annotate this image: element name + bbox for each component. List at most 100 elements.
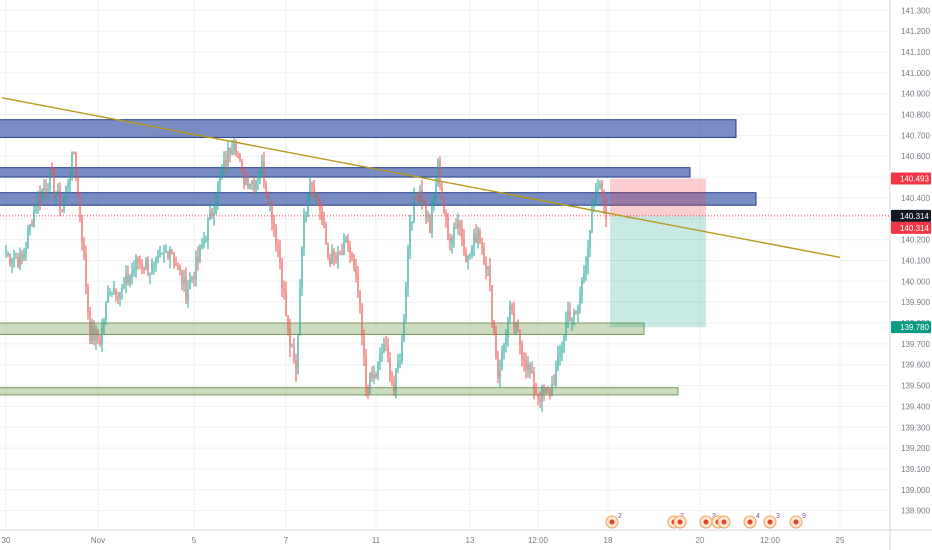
x-tick-label: 30 xyxy=(2,536,11,545)
candle-body xyxy=(205,239,207,241)
candle-body xyxy=(83,241,85,255)
candle-body xyxy=(505,338,507,345)
stop-loss-area[interactable] xyxy=(610,178,706,216)
candle-body xyxy=(447,217,449,239)
candle-body xyxy=(183,277,185,285)
candle-body xyxy=(41,190,43,202)
candle-body xyxy=(543,386,545,392)
price-axis[interactable]: 138.900 139.000 139.100 139.200 139.300 139.4… xyxy=(889,0,931,550)
candle-body xyxy=(221,169,223,177)
candle-body xyxy=(47,189,49,191)
event-count: 3 xyxy=(776,513,780,520)
candle-body xyxy=(203,240,205,245)
candle-body xyxy=(119,292,121,299)
candle-body xyxy=(301,247,303,288)
time-axis[interactable]: 30 Nov 5 7 11 13 12:00 18 20 12:00 25 xyxy=(0,529,932,545)
candle-body xyxy=(325,224,327,244)
candle-body xyxy=(261,161,263,175)
y-tick-label: 139.900 xyxy=(901,298,930,307)
candle-body xyxy=(193,277,195,279)
candle-body xyxy=(341,253,343,255)
candle-body xyxy=(521,345,523,358)
candle-body xyxy=(435,184,437,197)
candle-body xyxy=(49,168,51,190)
candle-body xyxy=(507,320,509,339)
candle-body xyxy=(77,177,79,193)
event-count: 9 xyxy=(802,513,806,520)
candle-body xyxy=(253,180,255,190)
resistance-zone[interactable] xyxy=(0,192,757,206)
candle-body xyxy=(285,292,287,317)
candle-body xyxy=(265,183,267,193)
candle-body xyxy=(595,188,597,201)
candle-body xyxy=(231,150,233,155)
candle-body xyxy=(241,160,243,171)
candle-body xyxy=(161,253,163,255)
candle-body xyxy=(189,279,191,290)
support-zone[interactable] xyxy=(0,387,679,396)
candle-body xyxy=(563,336,565,347)
resistance-zone[interactable] xyxy=(0,119,737,138)
candle-body xyxy=(291,346,293,348)
candle-body xyxy=(533,371,535,390)
candle-body xyxy=(541,386,543,402)
events[interactable]: 223439 xyxy=(605,513,806,529)
candle-body xyxy=(411,221,413,223)
candle-body xyxy=(535,389,537,394)
candle-body xyxy=(599,184,601,189)
candle-body xyxy=(501,349,503,370)
short-position-tool[interactable] xyxy=(0,178,890,328)
candle-body xyxy=(155,258,157,265)
event-dot-icon xyxy=(747,519,753,525)
candle-body xyxy=(337,252,339,260)
candle-body xyxy=(373,374,375,379)
candle-body xyxy=(477,230,479,243)
candle-body xyxy=(467,255,469,261)
candle-body xyxy=(527,364,529,370)
candle-body xyxy=(493,321,495,333)
candle-body xyxy=(201,244,203,247)
take-profit-area[interactable] xyxy=(610,215,706,328)
candle-body xyxy=(165,251,167,253)
candle-body xyxy=(583,273,585,281)
candle-body xyxy=(415,197,417,200)
candle-body xyxy=(405,286,407,319)
candle-body xyxy=(61,208,63,210)
candle-body xyxy=(117,296,119,299)
candle-body xyxy=(19,252,21,267)
candle-body xyxy=(151,264,153,273)
candle-body xyxy=(171,249,173,255)
candle-body xyxy=(137,258,139,262)
candle-body xyxy=(243,170,245,185)
candle-body xyxy=(277,244,279,250)
y-tick-label: 139.600 xyxy=(901,361,930,370)
candle-body xyxy=(23,253,25,259)
candle-body xyxy=(443,198,445,212)
resistance-zone[interactable] xyxy=(0,167,691,178)
candle-body xyxy=(133,269,135,273)
candle-body xyxy=(601,184,603,196)
candle-body xyxy=(485,262,487,270)
candle-body xyxy=(555,367,557,386)
candle-body xyxy=(559,352,561,357)
candle-body xyxy=(145,261,147,270)
candle-body xyxy=(353,259,355,268)
candle-body xyxy=(549,388,551,397)
descending-trendline[interactable] xyxy=(1,97,841,259)
candle-body xyxy=(215,202,217,213)
candle-body xyxy=(565,321,567,337)
candle-body xyxy=(503,344,505,350)
candle-body xyxy=(367,386,369,392)
y-tick-label: 141.000 xyxy=(901,69,930,78)
support-zone[interactable] xyxy=(0,322,645,335)
x-tick-label: 12:00 xyxy=(528,536,549,545)
candle-body xyxy=(9,253,11,263)
candle-body xyxy=(5,254,7,256)
candle-body xyxy=(149,272,151,274)
candle-body xyxy=(475,234,477,243)
candle-body xyxy=(513,310,515,328)
candle-body xyxy=(387,345,389,359)
candle-body xyxy=(123,285,125,289)
trendline[interactable] xyxy=(1,97,841,259)
